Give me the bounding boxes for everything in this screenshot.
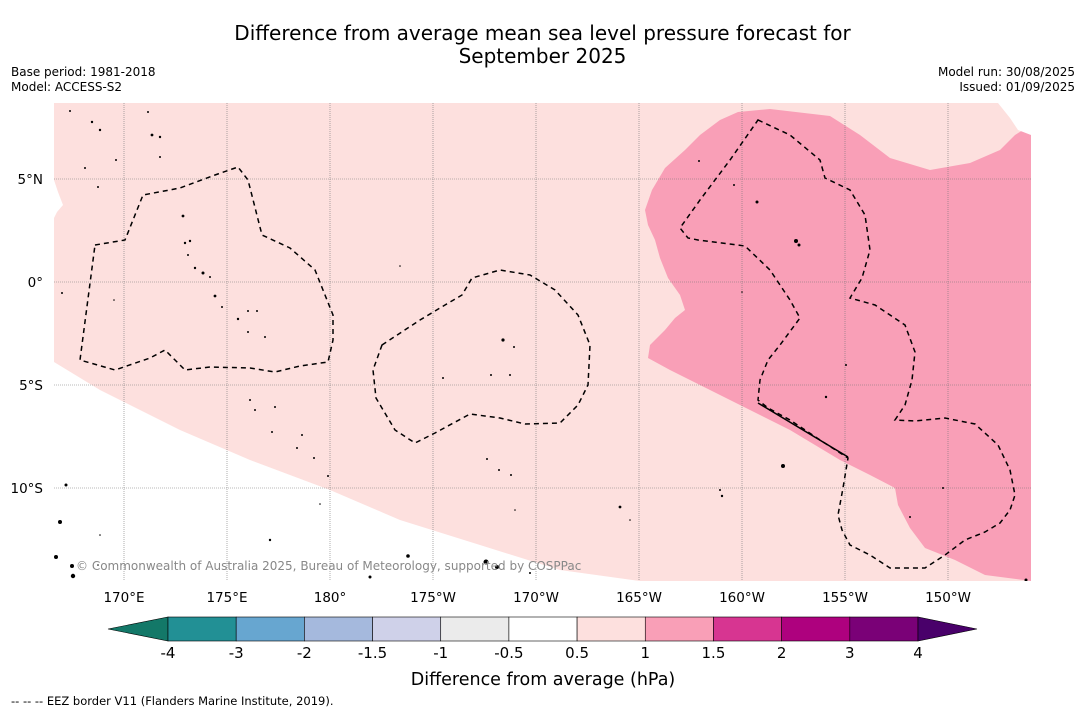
- white-region-ne: [998, 103, 1031, 135]
- lon-label: 175°E: [206, 590, 247, 606]
- colorbar-tick-label: -4: [161, 644, 176, 662]
- colorbar-swatch: [372, 616, 442, 642]
- colorbar-tick-label: -2: [297, 644, 312, 662]
- eez-east: [679, 119, 1016, 569]
- lon-label: 160°W: [719, 590, 765, 606]
- lon-labels: 170°E 175°E 180° 175°W 170°W 165°W 160°W…: [103, 590, 970, 606]
- base-period: Base period: 1981-2018: [11, 65, 156, 79]
- colorbar-swatch: [508, 616, 578, 642]
- colorbar-tick-label: 1.5: [702, 644, 726, 662]
- colorbar-swatch: [576, 616, 646, 642]
- lat-label: 5°S: [19, 378, 43, 394]
- colorbar-swatch: [440, 616, 510, 642]
- colorbar-tick-label: 4: [913, 644, 923, 662]
- eez-borders: [79, 119, 1016, 569]
- colorbar-swatch: [781, 616, 851, 642]
- colorbar-title: Difference from average (hPa): [411, 670, 676, 690]
- colorbar-tick-label: -0.5: [494, 644, 523, 662]
- colorbar-tick-label: -3: [229, 644, 244, 662]
- title-line-2: September 2025: [458, 44, 627, 68]
- colorbar-swatch: [644, 616, 714, 642]
- colorbar-swatch: [167, 616, 237, 642]
- colorbar-swatch: [304, 616, 373, 642]
- map-title: Difference from average mean sea level p…: [0, 22, 1085, 68]
- colorbar-swatch: [713, 616, 782, 642]
- colorbar-swatch: [849, 616, 919, 642]
- colorbar-tick-label: 3: [845, 644, 855, 662]
- lon-label: 155°W: [822, 590, 868, 606]
- colorbar-tick-label: -1: [433, 644, 448, 662]
- lon-label: 165°W: [616, 590, 662, 606]
- lon-label: 170°E: [103, 590, 144, 606]
- eez-central: [372, 269, 591, 444]
- colorbar: [107, 616, 978, 642]
- lat-label: 5°N: [18, 172, 43, 188]
- title-line-1: Difference from average mean sea level p…: [234, 21, 851, 45]
- copyright-notice: © Commonwealth of Australia 2025, Bureau…: [76, 559, 581, 573]
- anomaly-region-medium: [645, 109, 1031, 581]
- lat-label: 0°: [28, 275, 43, 291]
- white-region-w: [54, 180, 63, 218]
- colorbar-ticks: -4 -3 -2 -1.5 -1 -0.5 0.5 1 1.5 2 3 4: [161, 644, 923, 662]
- meta-right: Model run: 30/08/2025 Issued: 01/09/2025: [938, 65, 1075, 95]
- map-panel: © Commonwealth of Australia 2025, Bureau…: [54, 103, 1031, 581]
- lat-label: 10°S: [11, 481, 44, 497]
- eez-west: [79, 166, 334, 373]
- border-line-solid: [757, 402, 849, 458]
- islands: [54, 110, 1028, 581]
- colorbar-tick-label: 1: [640, 644, 650, 662]
- model-run: Model run: 30/08/2025: [937, 65, 1075, 79]
- meta-left: Base period: 1981-2018 Model: ACCESS-S2: [11, 65, 156, 95]
- model-name: Model: ACCESS-S2: [11, 80, 123, 94]
- issued-date: Issued: 01/09/2025: [959, 80, 1075, 94]
- gridlines: [54, 103, 1031, 581]
- colorbar-extend-high: [917, 616, 978, 642]
- eez-footnote: -- -- -- EEZ border V11 (Flanders Marine…: [11, 694, 334, 708]
- lon-label: 180°: [314, 590, 347, 606]
- colorbar-tick-label: 0.5: [565, 644, 589, 662]
- lon-label: 175°W: [410, 590, 456, 606]
- colorbar-extend-low: [107, 616, 169, 642]
- colorbar-tick-label: -1.5: [358, 644, 387, 662]
- lat-labels: 5°N 0° 5°S 10°S: [11, 172, 44, 497]
- colorbar-tick-label: 2: [777, 644, 787, 662]
- colorbar-swatch: [235, 616, 305, 642]
- lon-label: 150°W: [925, 590, 971, 606]
- lon-label: 170°W: [513, 590, 559, 606]
